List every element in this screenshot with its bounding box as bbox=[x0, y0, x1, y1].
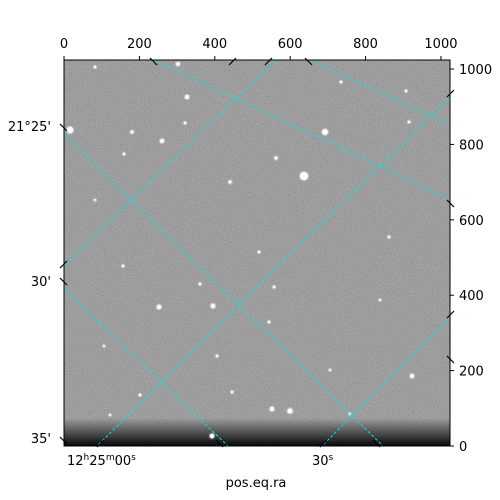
star bbox=[156, 304, 162, 310]
star bbox=[209, 433, 215, 439]
plot-frame bbox=[63, 59, 451, 447]
star bbox=[300, 172, 308, 180]
star bbox=[257, 250, 261, 254]
world-tick bbox=[215, 439, 224, 448]
world-tick bbox=[96, 439, 105, 448]
top-tick-label: 800 bbox=[353, 37, 378, 52]
right-tick-label: 800 bbox=[459, 138, 484, 153]
star bbox=[183, 121, 187, 125]
star bbox=[274, 156, 278, 160]
ra-tick-label: 12h25m00s bbox=[67, 453, 136, 469]
coordinate-grid bbox=[64, 60, 450, 446]
star bbox=[185, 95, 189, 99]
right-tick-label: 200 bbox=[459, 365, 484, 380]
star bbox=[407, 120, 411, 124]
star bbox=[267, 320, 271, 324]
grid-line bbox=[64, 133, 384, 446]
grid-line bbox=[64, 60, 277, 267]
image-panel bbox=[64, 60, 450, 446]
world-tick bbox=[319, 439, 328, 448]
top-tick-label: 600 bbox=[278, 37, 303, 52]
world-tick bbox=[59, 277, 68, 286]
star bbox=[93, 65, 97, 69]
star bbox=[109, 414, 111, 416]
world-tick bbox=[446, 310, 455, 319]
star bbox=[228, 180, 232, 184]
star bbox=[198, 282, 202, 286]
world-axis-ticks bbox=[59, 57, 455, 448]
star bbox=[379, 299, 381, 301]
star bbox=[410, 374, 414, 378]
star bbox=[66, 126, 74, 134]
world-tick bbox=[264, 57, 273, 66]
top-tick-label: 200 bbox=[127, 37, 152, 52]
grid-line bbox=[321, 316, 450, 446]
dec-tick-label: 35' bbox=[31, 432, 51, 447]
top-axis: 0 200 400 600 800 1000 bbox=[60, 37, 458, 60]
right-tick-label: 600 bbox=[459, 214, 484, 229]
star bbox=[122, 152, 126, 156]
star bbox=[130, 130, 134, 134]
star bbox=[210, 303, 216, 309]
star bbox=[269, 406, 275, 412]
sky-noise bbox=[64, 60, 450, 446]
grid-line bbox=[96, 96, 450, 446]
star bbox=[121, 264, 125, 268]
top-tick-label: 400 bbox=[202, 37, 227, 52]
ra-tick-label: 30s bbox=[312, 453, 334, 469]
right-tick-label: 0 bbox=[459, 440, 467, 455]
star bbox=[287, 408, 293, 414]
star bbox=[404, 89, 408, 93]
world-tick bbox=[149, 57, 158, 66]
star bbox=[322, 129, 328, 135]
star bbox=[230, 390, 234, 394]
top-tick-label: 1000 bbox=[424, 37, 457, 52]
bottom-dark-band bbox=[64, 418, 450, 446]
star-field bbox=[65, 61, 416, 440]
world-tick bbox=[228, 57, 237, 66]
right-tick-label: 1000 bbox=[459, 63, 492, 78]
star bbox=[272, 285, 276, 289]
star bbox=[339, 80, 343, 84]
world-tick bbox=[446, 89, 455, 98]
world-tick bbox=[59, 123, 68, 132]
star bbox=[215, 354, 219, 358]
star bbox=[329, 369, 331, 371]
world-tick bbox=[372, 439, 381, 448]
world-tick bbox=[446, 199, 455, 208]
world-tick bbox=[59, 260, 68, 269]
world-tick bbox=[59, 436, 68, 445]
star bbox=[94, 199, 96, 201]
dec-tick-label: 30' bbox=[31, 275, 51, 290]
dec-tick-label: 21°25' bbox=[8, 120, 51, 135]
world-tick bbox=[304, 57, 313, 66]
x-axis-label: pos.eq.ra bbox=[226, 476, 287, 491]
grid-line bbox=[153, 60, 450, 200]
world-tick bbox=[446, 355, 455, 364]
star bbox=[138, 393, 142, 397]
right-axis: 0 200 400 600 800 1000 bbox=[450, 63, 492, 455]
star bbox=[103, 345, 105, 347]
right-tick-label: 400 bbox=[459, 289, 484, 304]
star bbox=[387, 235, 391, 239]
grid-line bbox=[308, 60, 450, 125]
top-tick-label: 0 bbox=[60, 37, 68, 52]
grid-line bbox=[64, 287, 229, 446]
star bbox=[176, 62, 180, 66]
star bbox=[160, 139, 164, 143]
